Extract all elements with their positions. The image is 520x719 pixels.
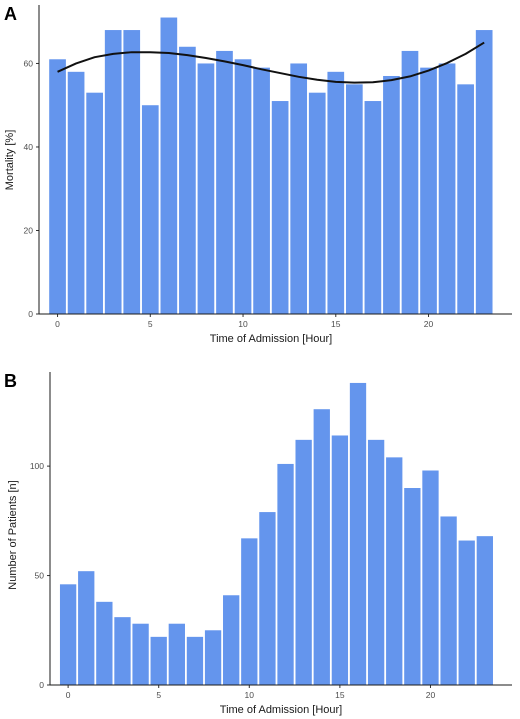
- panel-a-x-tick-label-5: 5: [148, 319, 153, 329]
- panel-b-bar-hour-13: [295, 439, 312, 685]
- panel-a-trend: [57, 41, 485, 84]
- panel-a-bar-hour-5: [141, 105, 159, 314]
- panel-a-y-axis-label: Mortality [%]: [4, 130, 16, 191]
- panel-a-bar-hour-8: [197, 63, 215, 315]
- panel-a-trend-line: [57, 41, 485, 84]
- panel-a-x-tick-label-20: 20: [424, 319, 434, 329]
- panel-b-bar-hour-3: [114, 617, 131, 685]
- panel-a-bar-hour-23: [475, 30, 493, 315]
- panel-a-bar-hour-20: [420, 67, 437, 314]
- panel-b-x-tick-label-10: 10: [245, 690, 255, 700]
- panel-b-bar-hour-17: [367, 439, 385, 685]
- panel-b-x-tick-label-5: 5: [156, 690, 161, 700]
- panel-b-bar-hour-8: [204, 630, 222, 685]
- panel-a-bar-hour-14: [308, 92, 326, 314]
- panel-a-bar-hour-2: [86, 92, 103, 314]
- panel-a-bar-hour-11: [253, 67, 270, 314]
- panel-a-bar-hour-16: [345, 84, 363, 314]
- panel-b-x-tick-label-0: 0: [66, 690, 71, 700]
- panel-a-bar-hour-17: [364, 101, 382, 314]
- panel-a-bars: [49, 17, 493, 315]
- panel-a-bar-hour-9: [216, 50, 233, 315]
- panel-b-letter: B: [4, 371, 17, 391]
- panel-a-bar-hour-21: [438, 63, 456, 315]
- panel-b-bar-hour-6: [168, 623, 185, 685]
- panel-b-bar-hour-5: [150, 636, 167, 685]
- panel-b-bar-hour-15: [331, 435, 349, 685]
- panel-a-letter: A: [4, 4, 17, 24]
- panel-a-x-tick-label-15: 15: [331, 319, 341, 329]
- panel-a-bar-hour-18: [383, 75, 400, 315]
- panel-b-bar-hour-4: [132, 623, 149, 685]
- panel-b-bar-hour-19: [404, 488, 421, 685]
- panel-b-bars: [59, 382, 493, 685]
- panel-b-y-tick-label-100: 100: [30, 461, 44, 471]
- panel-b-y-tick-label-50: 50: [35, 571, 45, 581]
- panel-b-x-tick-label-20: 20: [426, 690, 436, 700]
- panel-b-bar-hour-0: [59, 584, 77, 685]
- panel-a-bar-hour-3: [104, 30, 122, 315]
- panel-b-bar-hour-1: [78, 571, 95, 685]
- panel-b-bar-hour-21: [440, 516, 457, 685]
- panel-a-bar-hour-22: [457, 84, 474, 314]
- panel-b-bar-hour-20: [422, 470, 439, 685]
- panel-b-bar-hour-9: [223, 595, 240, 685]
- panel-b-bar-hour-10: [241, 538, 258, 685]
- panel-a-y-tick-label-20: 20: [24, 225, 34, 235]
- panel-a-x-axis-label: Time of Admission [Hour]: [210, 333, 332, 345]
- panel-b-x-axis-label: Time of Admission [Hour]: [220, 704, 342, 716]
- panel-b-bar-hour-11: [259, 512, 276, 685]
- panel-a-bar-hour-19: [401, 50, 419, 315]
- panel-b-bar-hour-7: [186, 636, 204, 685]
- panel-b-bar-hour-23: [476, 536, 493, 685]
- panel-b: B 0 50 100 0 5 10 15 20 Time of Admission [Hou…: [4, 371, 512, 716]
- panel-b-bar-hour-12: [277, 463, 294, 685]
- panel-a-bar-hour-0: [49, 59, 66, 314]
- panel-a-bar-hour-6: [160, 17, 178, 315]
- panel-a-y-tick-label-0: 0: [28, 309, 33, 319]
- panel-a: A 0 20 40 60 0 5 10 15 20 Time of Admission [Ho…: [4, 4, 512, 345]
- panel-b-bar-hour-14: [313, 409, 330, 685]
- panel-a-bar-hour-7: [179, 46, 196, 314]
- panel-a-bar-hour-15: [327, 71, 345, 314]
- panel-b-bar-hour-16: [349, 382, 367, 685]
- panel-a-x-tick-label-10: 10: [238, 319, 248, 329]
- panel-a-bar-hour-10: [234, 59, 252, 314]
- panel-a-bar-hour-1: [67, 71, 85, 314]
- panel-a-y-tick-label-60: 60: [24, 58, 34, 68]
- panel-b-y-axis-label: Number of Patients [n]: [7, 480, 19, 589]
- panel-a-bar-hour-4: [123, 30, 141, 315]
- panel-a-y-tick-label-40: 40: [24, 142, 34, 152]
- panel-b-x-ticks: 0 5 10 15 20: [66, 685, 436, 700]
- panel-b-bar-hour-18: [386, 457, 403, 685]
- panel-b-x-tick-label-15: 15: [335, 690, 345, 700]
- panel-a-bar-hour-13: [290, 63, 308, 315]
- panel-b-bar-hour-2: [96, 601, 113, 685]
- panel-a-bar-hour-12: [271, 101, 289, 314]
- panel-b-y-ticks: 0 50 100: [30, 461, 50, 690]
- panel-a-x-ticks: 0 5 10 15 20: [55, 314, 434, 329]
- panel-b-y-tick-label-0: 0: [39, 680, 44, 690]
- panel-b-bar-hour-22: [458, 540, 475, 685]
- panel-a-y-ticks: 0 20 40 60: [24, 58, 39, 319]
- panel-a-x-tick-label-0: 0: [55, 319, 60, 329]
